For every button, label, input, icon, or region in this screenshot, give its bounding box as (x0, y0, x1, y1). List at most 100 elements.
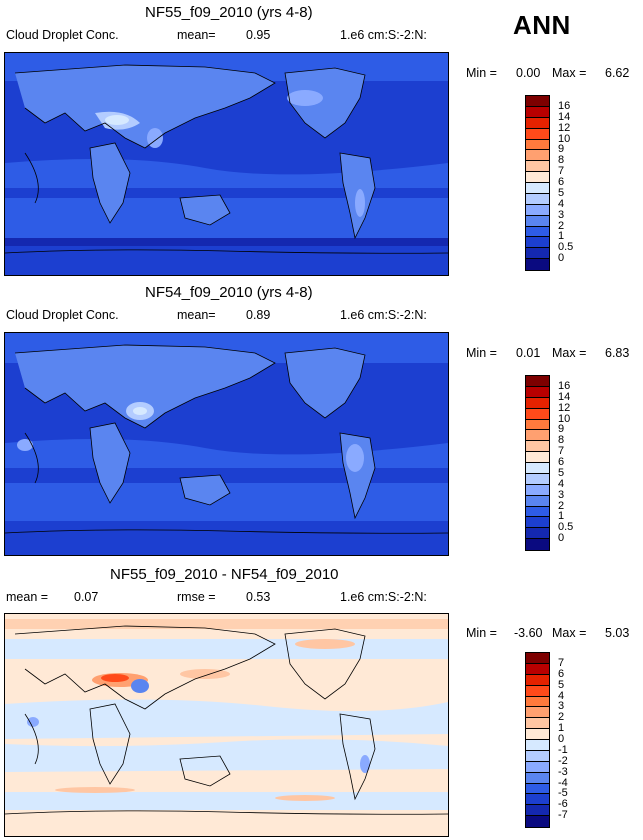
panel3-rmse-value: 0.53 (246, 590, 271, 604)
colorbar-tick-label: 1 (558, 230, 565, 243)
colorbar-tick-label: 12 (558, 121, 571, 134)
panel2-min-label: Min = (466, 346, 497, 360)
season-label: ANN (513, 10, 571, 40)
colorbar-swatch (526, 528, 549, 540)
colorbar-swatch (526, 750, 549, 762)
colorbar-swatch (526, 139, 549, 151)
panel1-units: 1.e6 cm:S:-2:N: (340, 28, 427, 42)
colorbar-tick-label: 4 (558, 689, 565, 702)
panel1-map-svg (5, 53, 448, 275)
colorbar-tick-label: 10 (558, 412, 571, 425)
colorbar-tick-label: 3 (558, 488, 565, 501)
panel3-rmse-label: rmse = (177, 590, 216, 604)
panel2-mean-label: mean= (177, 308, 216, 322)
colorbar-swatch (526, 718, 549, 730)
panel3-colorbar (525, 652, 550, 828)
panel1-max-label: Max = (552, 66, 587, 80)
panel2-colorbar (525, 375, 550, 551)
colorbar-swatch (526, 408, 549, 420)
colorbar-swatch (526, 506, 549, 518)
colorbar-tick-label: 3 (558, 208, 565, 221)
colorbar-swatch (526, 685, 549, 697)
panel3-mean-value: 0.07 (74, 590, 99, 604)
colorbar-tick-label: 6 (558, 456, 565, 468)
colorbar-tick-label: 7 (558, 656, 565, 669)
colorbar-tick-label: 9 (558, 143, 565, 156)
colorbar-swatch (526, 430, 549, 442)
colorbar-tick-label: 16 (558, 99, 571, 112)
colorbar-swatch (526, 484, 549, 496)
colorbar-swatch (526, 419, 549, 431)
colorbar-tick-label: 8 (558, 154, 565, 167)
colorbar-swatch (526, 128, 549, 140)
panel3-min-label: Min = (466, 626, 497, 640)
panel1-title: NF55_f09_2010 (yrs 4-8) (145, 4, 313, 21)
colorbar-tick-label: 2 (558, 711, 565, 724)
colorbar-tick-label: 4 (558, 477, 565, 490)
panel1-min-value: 0.00 (516, 66, 541, 80)
panel1-min-label: Min = (466, 66, 497, 80)
colorbar-swatch (526, 805, 549, 817)
panel1-max-value: 6.62 (605, 66, 630, 80)
colorbar-swatch (526, 740, 549, 751)
panel2-mean-value: 0.89 (246, 308, 271, 322)
colorbar-tick-label: -1 (558, 743, 568, 756)
colorbar-tick-label: 0 (558, 532, 565, 545)
colorbar-swatch (526, 259, 549, 270)
panel1-colorbar (525, 95, 550, 271)
colorbar-tick-label: 0 (558, 252, 565, 265)
colorbar-swatch (526, 653, 549, 664)
panel2-map (4, 332, 449, 556)
panel3-units: 1.e6 cm:S:-2:N: (340, 590, 427, 604)
colorbar-swatch (526, 376, 549, 387)
colorbar-swatch (526, 106, 549, 118)
colorbar-swatch (526, 674, 549, 686)
colorbar-swatch (526, 441, 549, 453)
colorbar-tick-label: 16 (558, 379, 571, 392)
panel2-title: NF54_f09_2010 (yrs 4-8) (145, 284, 313, 301)
colorbar-swatch (526, 539, 549, 550)
colorbar-swatch (526, 117, 549, 129)
panel2-max-label: Max = (552, 346, 587, 360)
colorbar-swatch (526, 172, 549, 183)
panel1-variable: Cloud Droplet Conc. (6, 28, 119, 42)
colorbar-swatch (526, 517, 549, 529)
colorbar-tick-label: -5 (558, 787, 568, 800)
panel2-min-value: 0.01 (516, 346, 541, 360)
colorbar-swatch (526, 783, 549, 795)
colorbar-tick-label: 14 (558, 390, 571, 403)
colorbar-swatch (526, 204, 549, 216)
colorbar-swatch (526, 193, 549, 205)
colorbar-tick-label: 1 (558, 510, 565, 523)
colorbar-tick-label: 8 (558, 434, 565, 447)
panel3-title: NF55_f09_2010 - NF54_f09_2010 (110, 566, 339, 583)
panel1-mean-label: mean= (177, 28, 216, 42)
colorbar-swatch (526, 248, 549, 260)
colorbar-tick-label: 0.5 (558, 521, 574, 534)
colorbar-tick-label: -3 (558, 765, 568, 778)
colorbar-tick-label: 5 (558, 186, 565, 199)
colorbar-swatch (526, 161, 549, 173)
panel3-map-svg (5, 614, 448, 836)
colorbar-tick-label: 5 (558, 678, 565, 691)
colorbar-tick-label: 6 (558, 176, 565, 188)
colorbar-swatch (526, 452, 549, 463)
colorbar-tick-label: 0 (558, 733, 565, 745)
colorbar-tick-label: -6 (558, 798, 568, 811)
colorbar-swatch (526, 386, 549, 398)
colorbar-tick-label: 4 (558, 197, 565, 210)
panel2-max-value: 6.83 (605, 346, 630, 360)
colorbar-swatch (526, 772, 549, 784)
colorbar-tick-label: 2 (558, 499, 565, 512)
panel3-max-value: 5.03 (605, 626, 630, 640)
colorbar-swatch (526, 237, 549, 249)
colorbar-tick-label: 5 (558, 466, 565, 479)
colorbar-swatch (526, 761, 549, 773)
colorbar-swatch (526, 150, 549, 162)
panel2-map-svg (5, 333, 448, 555)
panel2-units: 1.e6 cm:S:-2:N: (340, 308, 427, 322)
colorbar-tick-label: -2 (558, 754, 568, 767)
colorbar-tick-label: 2 (558, 219, 565, 232)
colorbar-tick-label: 9 (558, 423, 565, 436)
panel3-mean-label: mean = (6, 590, 49, 604)
